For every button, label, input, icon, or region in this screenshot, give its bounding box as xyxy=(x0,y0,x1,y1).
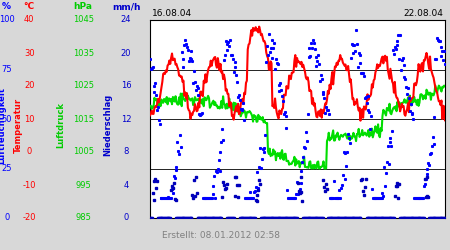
Text: 22.08.04: 22.08.04 xyxy=(403,8,443,18)
Text: 10: 10 xyxy=(24,114,35,124)
Text: 0: 0 xyxy=(123,214,129,222)
Text: 20: 20 xyxy=(121,48,131,58)
Text: mm/h: mm/h xyxy=(112,2,140,11)
Text: Temperatur: Temperatur xyxy=(14,98,22,152)
Text: 1045: 1045 xyxy=(73,16,94,24)
Text: -10: -10 xyxy=(22,180,36,190)
Text: 16: 16 xyxy=(121,82,131,90)
Text: 100: 100 xyxy=(0,16,14,24)
Text: 8: 8 xyxy=(123,148,129,156)
Text: 1035: 1035 xyxy=(73,48,94,58)
Text: 1025: 1025 xyxy=(73,82,94,90)
Text: 0: 0 xyxy=(4,214,9,222)
Text: 995: 995 xyxy=(76,180,91,190)
Text: 16.08.04: 16.08.04 xyxy=(152,8,193,18)
Text: °C: °C xyxy=(24,2,35,11)
Text: 40: 40 xyxy=(24,16,35,24)
Text: 1015: 1015 xyxy=(73,114,94,124)
Text: 985: 985 xyxy=(75,214,91,222)
Text: Luftdruck: Luftdruck xyxy=(56,102,65,148)
Text: 30: 30 xyxy=(24,48,35,58)
Text: 1005: 1005 xyxy=(73,148,94,156)
Text: -20: -20 xyxy=(22,214,36,222)
Text: 12: 12 xyxy=(121,114,131,124)
Text: 0: 0 xyxy=(27,148,32,156)
Text: %: % xyxy=(2,2,11,11)
Text: 75: 75 xyxy=(1,65,12,74)
Text: 4: 4 xyxy=(123,180,129,190)
Text: Niederschlag: Niederschlag xyxy=(104,94,112,156)
Text: hPa: hPa xyxy=(74,2,93,11)
Text: 20: 20 xyxy=(24,82,35,90)
Text: 24: 24 xyxy=(121,16,131,24)
Text: 50: 50 xyxy=(1,114,12,124)
Text: Erstellt: 08.01.2012 02:58: Erstellt: 08.01.2012 02:58 xyxy=(162,230,280,239)
Text: 25: 25 xyxy=(1,164,12,173)
Text: Luftfeuchtigkeit: Luftfeuchtigkeit xyxy=(0,86,6,164)
